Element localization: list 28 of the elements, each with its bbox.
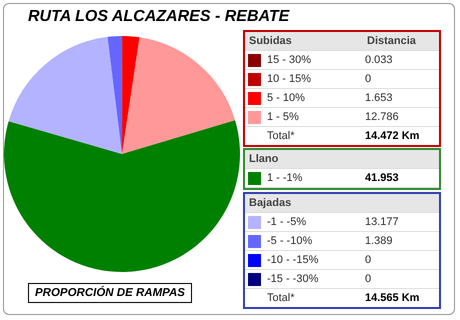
text: Total* (267, 292, 296, 304)
text: Subidas (248, 35, 293, 47)
text: PROPORCIÓN DE RAMPAS (28, 283, 192, 303)
legend-label: -5 - -10% (267, 235, 314, 247)
legend-label: 5 - 10% (267, 92, 306, 104)
text: 0 (365, 73, 372, 85)
data-label: 13.177 (365, 216, 399, 228)
legend-label: 15 - 30% (267, 54, 312, 66)
text: Total* (267, 130, 296, 142)
chart-title: RUTA LOS ALCAZARES - REBATE (28, 8, 290, 26)
text: 0 (365, 254, 372, 266)
data-label: 41.953 (365, 172, 399, 184)
text: 14.565 Km (365, 292, 420, 304)
legend-label: -10 - -15% (267, 254, 320, 266)
legend-label: -1 - -5% (267, 216, 308, 228)
text: Distancia (367, 35, 416, 47)
legend-label: 1 - -1% (267, 172, 304, 184)
legend-label: 1 - 5% (267, 111, 300, 123)
text: Llano (248, 153, 280, 165)
text: Bajadas (248, 197, 292, 209)
text: 14.472 Km (365, 130, 420, 142)
data-label: 0.033 (365, 54, 393, 66)
data-label: 1.653 (365, 92, 393, 104)
legend-label: -15 - -30% (267, 273, 320, 285)
data-label: 1.389 (365, 235, 393, 247)
legend-label: 10 - 15% (267, 73, 312, 85)
text: 0 (365, 273, 372, 285)
data-label: 12.786 (365, 111, 399, 123)
